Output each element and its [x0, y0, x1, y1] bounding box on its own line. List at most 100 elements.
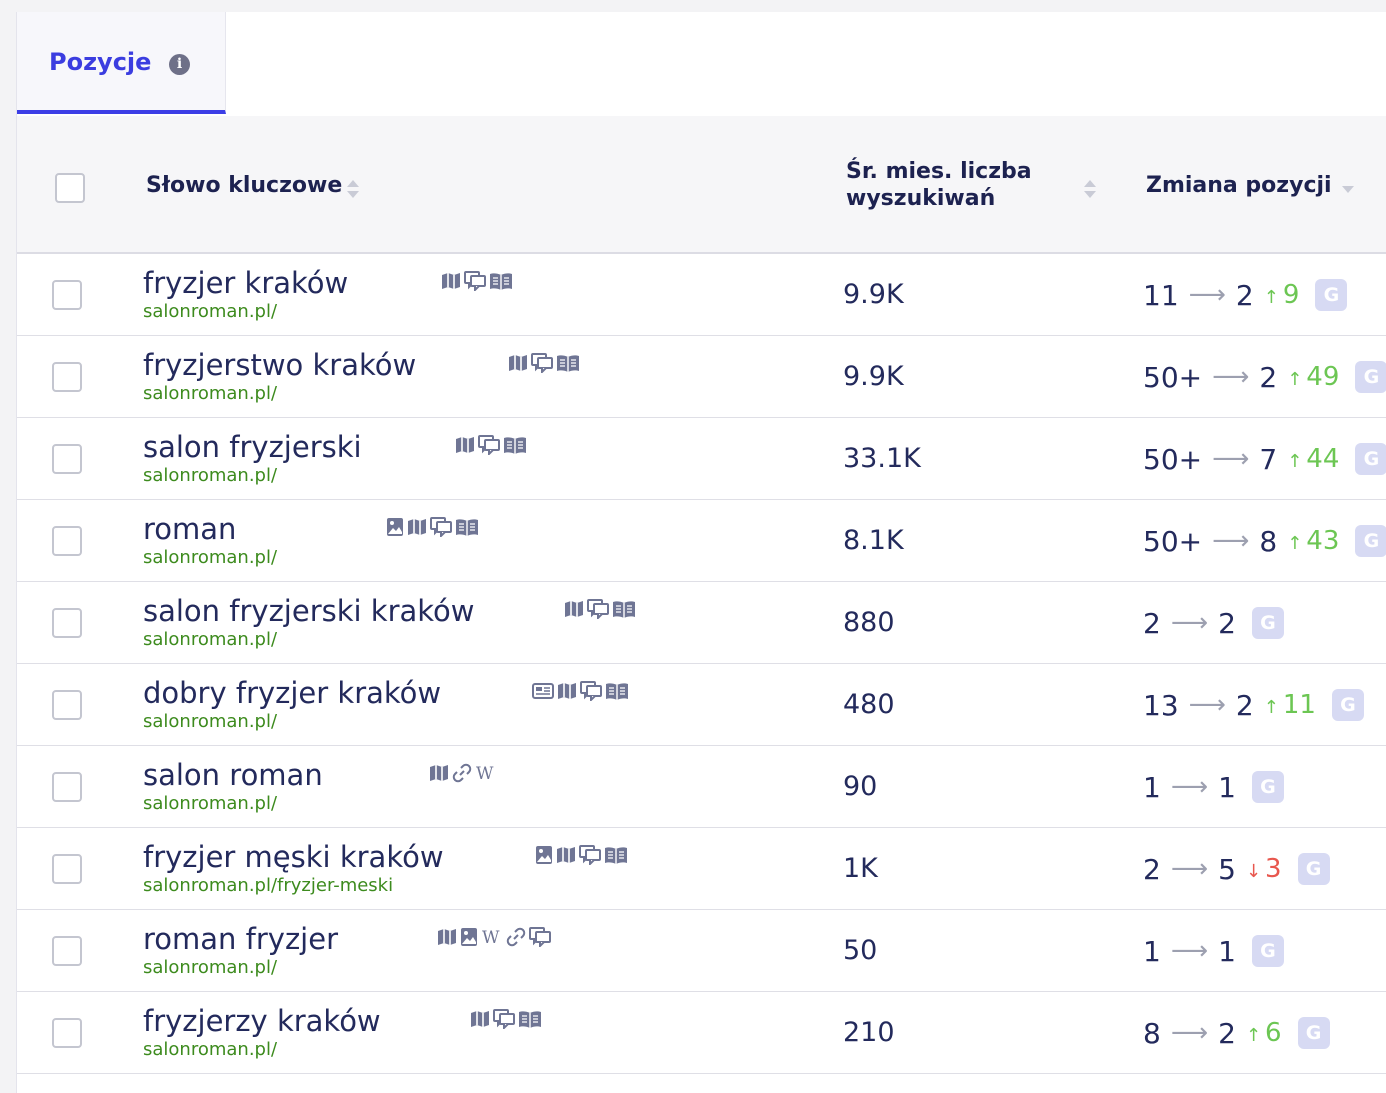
position-to: 2 [1235, 688, 1254, 722]
knowledge-panel-icon [489, 271, 513, 295]
arrow-up-icon: ↑ [1263, 287, 1279, 308]
table-row: fryzjerstwo kraków salonroman.pl/9.9K 50+ ⟶… [17, 336, 1386, 418]
row-checkbox[interactable] [52, 1018, 82, 1048]
row-checkbox[interactable] [52, 608, 82, 638]
google-badge-icon[interactable]: G [1297, 1017, 1330, 1049]
info-icon[interactable]: i [169, 54, 190, 75]
image-icon [535, 845, 553, 869]
google-badge-icon[interactable]: G [1251, 607, 1284, 639]
position-to: 2 [1259, 360, 1278, 394]
position-from: 11 [1143, 278, 1179, 312]
map-icon [437, 927, 457, 951]
row-checkbox[interactable] [52, 690, 82, 720]
keyword-text[interactable]: salon fryzjerski kraków [143, 594, 475, 628]
ranking-url[interactable]: salonroman.pl/ [143, 629, 278, 650]
keyword-text[interactable]: dobry fryzjer kraków [143, 676, 442, 710]
row-checkbox[interactable] [52, 280, 82, 310]
arrow-right-icon: ⟶ [1188, 690, 1226, 720]
ranking-url[interactable]: salonroman.pl/ [143, 711, 278, 732]
position-delta: ↓ 3 [1246, 854, 1282, 884]
arrow-right-icon: ⟶ [1212, 362, 1250, 392]
reviews-icon [430, 517, 452, 541]
serp-features [508, 353, 580, 377]
position-from: 50+ [1143, 442, 1203, 476]
row-checkbox[interactable] [52, 444, 82, 474]
ranking-url[interactable]: salonroman.pl/ [143, 793, 278, 814]
position-from: 1 [1143, 770, 1161, 804]
row-checkbox[interactable] [52, 362, 82, 392]
ranking-url[interactable]: salonroman.pl/ [143, 547, 278, 568]
ranking-url[interactable]: salonroman.pl/ [143, 465, 278, 486]
tab-positions-label: Pozycje [49, 48, 152, 76]
volume-column-header[interactable]: Śr. mies. liczba wyszukiwań [846, 159, 1032, 211]
position-change: 50+ ⟶ 2 ↑ 49 G [1143, 360, 1386, 394]
keyword-text[interactable]: salon fryzjerski [143, 430, 362, 464]
map-icon [556, 845, 576, 869]
position-change: 1 ⟶ 1 G [1143, 770, 1284, 804]
keyword-text[interactable]: fryzjer męski kraków [143, 840, 444, 874]
select-all-checkbox[interactable] [55, 173, 85, 203]
change-column-header[interactable]: Zmiana pozycji [1146, 173, 1332, 198]
keyword-text[interactable]: fryzjerstwo kraków [143, 348, 417, 382]
ranking-url[interactable]: salonroman.pl/ [143, 301, 278, 322]
search-volume: 480 [843, 689, 895, 720]
row-checkbox[interactable] [52, 526, 82, 556]
keyword-text[interactable]: roman [143, 512, 237, 546]
reviews-icon [531, 353, 553, 377]
google-badge-icon[interactable]: G [1297, 853, 1330, 885]
arrow-right-icon: ⟶ [1170, 854, 1209, 884]
google-badge-icon[interactable]: G [1331, 689, 1364, 721]
sort-keyword-icon[interactable] [347, 180, 359, 200]
delta-value: 43 [1306, 526, 1340, 556]
wikipedia-icon: W [475, 763, 497, 787]
google-badge-icon[interactable]: G [1251, 771, 1284, 803]
position-to: 5 [1218, 852, 1236, 886]
ranking-url[interactable]: salonroman.pl/fryzjer-meski [143, 875, 394, 896]
sort-change-icon[interactable] [1342, 186, 1354, 193]
position-delta: ↑ 9 [1264, 280, 1300, 310]
keyword-text[interactable]: fryzjerzy kraków [143, 1004, 381, 1038]
keyword-text[interactable]: salon roman [143, 758, 323, 792]
reviews-icon [587, 599, 609, 623]
table-row: fryzjerzy kraków salonroman.pl/210 8 ⟶ 2 ↑ 6 G [17, 992, 1386, 1074]
position-from: 50+ [1143, 360, 1203, 394]
position-delta: ↑ 6 [1246, 1018, 1282, 1048]
keyword-column-header[interactable]: Słowo kluczowe [146, 173, 343, 198]
google-badge-icon[interactable]: G [1355, 361, 1386, 393]
position-to: 1 [1218, 770, 1236, 804]
position-change: 2 ⟶ 5 ↓ 3 G [1143, 852, 1330, 886]
reviews-icon [529, 927, 551, 951]
position-change: 1 ⟶ 1 G [1143, 934, 1284, 968]
delta-value: 9 [1282, 280, 1300, 310]
ranking-url[interactable]: salonroman.pl/ [143, 957, 278, 978]
search-volume: 90 [843, 771, 878, 802]
knowledge-panel-icon [518, 1009, 542, 1033]
knowledge-panel-icon [455, 517, 479, 541]
google-badge-icon[interactable]: G [1251, 935, 1284, 967]
ranking-url[interactable]: salonroman.pl/ [143, 1039, 278, 1060]
sort-volume-icon[interactable] [1084, 180, 1096, 200]
serp-features [532, 681, 629, 705]
ranking-url[interactable]: salonroman.pl/ [143, 383, 278, 404]
position-to: 8 [1259, 524, 1278, 558]
delta-value: 44 [1306, 444, 1340, 474]
google-badge-icon[interactable]: G [1355, 525, 1386, 557]
tab-positions[interactable]: Pozycje i [17, 12, 226, 114]
arrow-right-icon: ⟶ [1212, 444, 1250, 474]
row-checkbox[interactable] [52, 936, 82, 966]
position-change: 2 ⟶ 2 G [1143, 606, 1284, 640]
position-to: 2 [1218, 1016, 1236, 1050]
row-checkbox[interactable] [52, 772, 82, 802]
google-badge-icon[interactable]: G [1315, 279, 1348, 311]
serp-features [455, 435, 527, 458]
arrow-down-icon: ↓ [1245, 861, 1262, 882]
google-badge-icon[interactable]: G [1355, 443, 1386, 475]
reviews-icon [580, 681, 602, 705]
keyword-text[interactable]: roman fryzjer [143, 922, 338, 956]
arrow-up-icon: ↑ [1287, 533, 1303, 554]
row-checkbox[interactable] [52, 854, 82, 884]
keyword-text[interactable]: fryzjer kraków [143, 266, 349, 300]
delta-value: 6 [1265, 1018, 1282, 1048]
sitelinks-icon [506, 927, 526, 951]
arrow-right-icon: ⟶ [1170, 772, 1209, 802]
